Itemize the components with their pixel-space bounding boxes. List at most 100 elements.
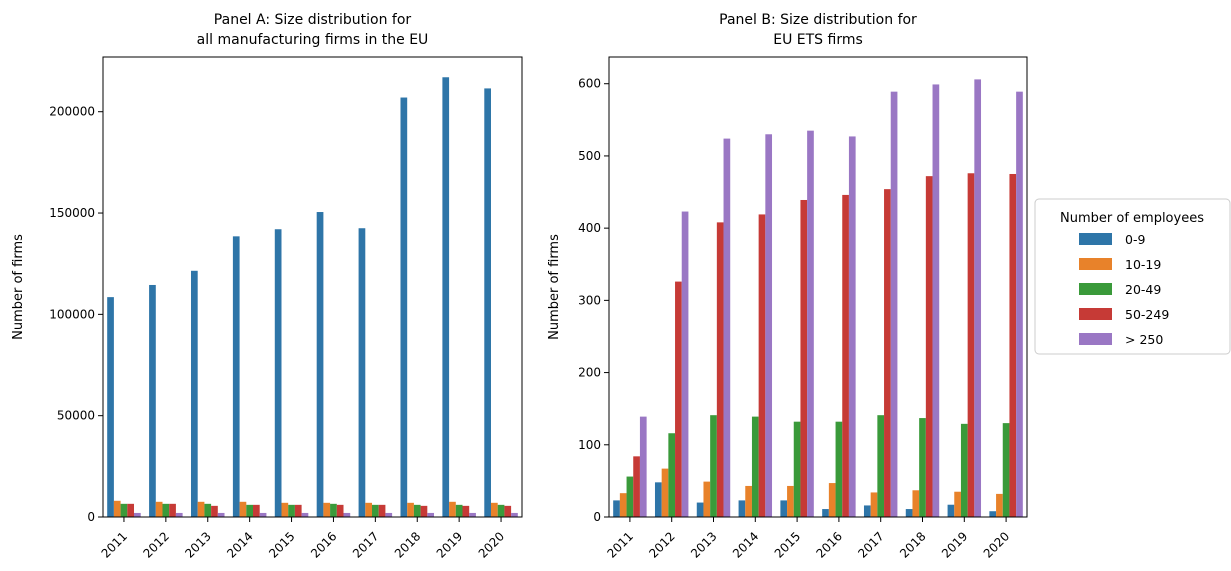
panel-b-ytick-label: 100 bbox=[578, 438, 601, 452]
bar-panel-b-10-19-2016 bbox=[828, 483, 836, 517]
legend-swatch-0-9 bbox=[1079, 233, 1112, 245]
legend-swatch-10-19 bbox=[1079, 258, 1112, 270]
bar-panel-a-50-249-2016 bbox=[336, 504, 344, 517]
bar-panel-b-0-9-2016 bbox=[822, 509, 829, 517]
bar-panel-b-0-9-2018 bbox=[905, 509, 913, 517]
bar-panel-b-50-249-2015 bbox=[800, 199, 808, 517]
legend-swatch-20-49 bbox=[1079, 283, 1112, 295]
panel-b-xtick-label: 2018 bbox=[897, 529, 928, 560]
bar-panel-b-250-2012 bbox=[681, 211, 689, 517]
bar-panel-b-10-19-2018 bbox=[912, 490, 920, 517]
bar-panel-b-0-9-2020 bbox=[989, 511, 997, 517]
bar-panel-a-250-2013 bbox=[217, 512, 225, 517]
bar-panel-b-250-2019 bbox=[974, 79, 982, 518]
bar-panel-a-10-19-2013 bbox=[197, 501, 205, 517]
panel-a-ytick-label: 150000 bbox=[49, 206, 95, 220]
panel-b-xtick-label: 2014 bbox=[730, 529, 761, 560]
panel-a-ytick-label: 50000 bbox=[57, 409, 95, 423]
bar-panel-a-50-249-2019 bbox=[462, 505, 470, 517]
legend-label-250: > 250 bbox=[1125, 332, 1163, 347]
bar-panel-a-50-249-2017 bbox=[378, 504, 386, 517]
bar-panel-b-20-49-2019 bbox=[960, 423, 968, 517]
panel-b-title: Panel B: Size distribution for EU ETS fir… bbox=[719, 12, 917, 48]
panel-b: Panel B: Size distribution for EU ETS fir… bbox=[547, 12, 1028, 561]
bar-panel-b-10-19-2020 bbox=[996, 493, 1003, 517]
bar-panel-a-10-19-2018 bbox=[407, 502, 414, 517]
panel-b-xtick-label: 2011 bbox=[605, 529, 636, 560]
bar-panel-a-20-49-2016 bbox=[330, 503, 337, 517]
panel-b-frame bbox=[608, 56, 1028, 518]
bar-panel-b-20-49-2017 bbox=[877, 415, 885, 517]
bar-panel-b-50-249-2013 bbox=[716, 222, 724, 518]
bar-panel-b-250-2014 bbox=[765, 134, 773, 518]
panel-a-ytick-label: 100000 bbox=[49, 307, 95, 321]
bar-panel-b-0-9-2012 bbox=[654, 482, 662, 517]
panel-b-ytick-label: 200 bbox=[578, 366, 601, 380]
legend-swatch-50-249 bbox=[1079, 308, 1112, 320]
bar-panel-b-250-2011 bbox=[639, 416, 647, 517]
legend-swatch-250 bbox=[1079, 333, 1112, 345]
bar-panel-a-250-2019 bbox=[469, 512, 476, 517]
bar-panel-b-10-19-2014 bbox=[745, 485, 752, 517]
bar-panel-a-50-249-2014 bbox=[253, 504, 260, 517]
bar-panel-a-50-249-2011 bbox=[127, 503, 135, 517]
bar-panel-b-50-249-2017 bbox=[884, 189, 891, 518]
legend-label-0-9: 0-9 bbox=[1125, 232, 1145, 247]
bar-panel-b-10-19-2013 bbox=[703, 481, 711, 517]
bar-panel-a-0-9-2012 bbox=[149, 284, 156, 517]
panel-b-xtick-label: 2013 bbox=[688, 529, 719, 560]
bar-panel-a-20-49-2011 bbox=[120, 503, 128, 517]
bar-panel-b-20-49-2014 bbox=[751, 416, 759, 517]
bar-panel-b-250-2020 bbox=[1016, 91, 1023, 518]
panel-b-xtick-label: 2015 bbox=[772, 529, 803, 560]
bar-panel-b-20-49-2018 bbox=[919, 418, 926, 517]
bar-panel-a-10-19-2015 bbox=[281, 502, 289, 517]
bar-panel-b-20-49-2020 bbox=[1002, 423, 1010, 517]
bar-panel-a-20-49-2018 bbox=[413, 504, 421, 517]
panel-b-title-line: Panel B: Size distribution for bbox=[719, 12, 917, 28]
bar-panel-a-0-9-2011 bbox=[107, 297, 114, 517]
panel-b-xtick-label: 2020 bbox=[981, 529, 1012, 560]
bar-panel-a-0-9-2019 bbox=[442, 77, 450, 518]
bar-panel-a-250-2011 bbox=[134, 512, 141, 517]
bar-panel-a-10-19-2011 bbox=[113, 500, 121, 517]
panel-a-xtick-label: 2016 bbox=[308, 529, 339, 560]
bar-panel-a-50-249-2013 bbox=[211, 505, 218, 517]
bar-panel-b-250-2015 bbox=[807, 130, 814, 517]
panel-b-xtick-label: 2019 bbox=[939, 529, 970, 560]
bar-panel-b-50-249-2012 bbox=[675, 281, 682, 517]
bar-panel-a-50-249-2012 bbox=[169, 503, 176, 517]
legend-label-20-49: 20-49 bbox=[1125, 282, 1161, 297]
panel-a-title-line: Panel A: Size distribution for bbox=[214, 12, 412, 28]
bar-panel-b-20-49-2012 bbox=[668, 433, 676, 517]
panel-b-ytick-label: 600 bbox=[578, 77, 601, 91]
bar-panel-a-20-49-2015 bbox=[288, 504, 295, 517]
bar-panel-a-20-49-2014 bbox=[246, 504, 254, 517]
legend-label-10-19: 10-19 bbox=[1125, 257, 1161, 272]
bar-panel-a-250-2018 bbox=[427, 512, 435, 517]
bar-panel-b-0-9-2011 bbox=[613, 500, 620, 517]
legend: Number of employees 0-9 10-19 20-49 50-249 > … bbox=[1034, 198, 1231, 355]
bar-panel-b-0-9-2019 bbox=[947, 504, 955, 517]
bar-panel-a-0-9-2017 bbox=[358, 228, 366, 518]
bar-panel-a-20-49-2013 bbox=[204, 503, 212, 517]
bar-panel-a-50-249-2015 bbox=[294, 504, 302, 517]
bar-panel-a-0-9-2016 bbox=[316, 212, 324, 517]
panel-b-xtick-label: 2016 bbox=[814, 529, 845, 560]
bar-panel-b-10-19-2015 bbox=[787, 485, 794, 517]
panel-a-xtick-label: 2012 bbox=[140, 529, 171, 560]
bar-panel-b-10-19-2011 bbox=[619, 493, 627, 517]
bar-panel-a-10-19-2012 bbox=[155, 501, 163, 517]
bar-panel-a-0-9-2018 bbox=[400, 97, 408, 518]
panel-b-ylabel: Number of firms bbox=[547, 234, 562, 340]
bar-panel-a-250-2017 bbox=[385, 512, 393, 517]
panel-b-ytick-label: 500 bbox=[578, 149, 601, 163]
bar-panel-b-0-9-2017 bbox=[863, 505, 871, 517]
bar-panel-a-250-2012 bbox=[175, 512, 183, 517]
bar-panel-b-0-9-2013 bbox=[696, 502, 704, 517]
bar-panel-a-20-49-2012 bbox=[162, 503, 170, 517]
panel-a-ytick-label: 0 bbox=[87, 510, 95, 524]
bar-panel-a-0-9-2014 bbox=[232, 236, 240, 517]
panel-b-ytick-label: 400 bbox=[578, 221, 601, 235]
bar-panel-a-250-2015 bbox=[301, 512, 309, 517]
